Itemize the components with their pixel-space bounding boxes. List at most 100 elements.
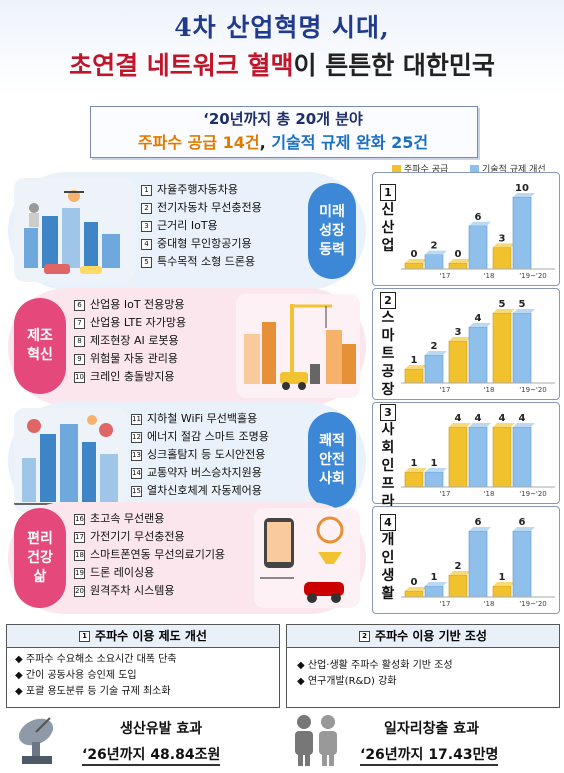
year-label: '19~'20: [519, 386, 547, 394]
supply-bar-top: [405, 259, 427, 263]
list-item: 10 크레인 충돌방지용: [74, 368, 186, 386]
supply-bar: [404, 590, 424, 598]
reg-bar-top: [425, 468, 447, 472]
panel-title-char: 사: [381, 422, 395, 438]
header-background: [0, 0, 564, 96]
supply-bar-top: [493, 309, 515, 313]
panel-title-char: 개: [381, 532, 395, 548]
policy-item: ◆ 주파수 수요해소 소요시간 대폭 단축: [15, 654, 177, 665]
row1-illustration: [14, 178, 134, 282]
item-text: 에너지 절감 스마트 조명용: [147, 430, 269, 443]
chart-svg-4: 0 1 '17 2 6 '18 1 6 '19~'20: [401, 517, 555, 608]
row3-list: 11 지하철 WiFi 무선백홀용 12 에너지 절감 스마트 조명용 13 싱크홀탐…: [131, 410, 269, 500]
item-text: 가전기기 무선충전용: [90, 530, 185, 543]
item-number: 14: [131, 467, 142, 479]
item-number: 20: [74, 585, 85, 597]
item-number: 17: [74, 531, 85, 543]
summary-box: [90, 106, 478, 158]
item-number: 15: [131, 485, 142, 497]
panel-title-char: 스: [381, 310, 395, 326]
item-number: 5: [141, 256, 152, 268]
year-label: '17: [440, 490, 451, 498]
item-text: 자율주행자동차용: [157, 183, 238, 196]
year-label: '18: [484, 386, 495, 394]
list-item: 1 자율주행자동차용: [141, 181, 262, 199]
panel-number: 1: [380, 184, 396, 201]
supply-bar: [492, 312, 512, 384]
panel-title-char: 트: [381, 346, 395, 362]
supply-bar-top: [449, 259, 471, 263]
chart-svg-2: 1 2 '17 3 4 '18 5 5 '19~'20: [401, 299, 555, 394]
supply-bar: [448, 262, 468, 270]
policy-box-2-header: 2 주파수 이용 기반 조성: [287, 625, 559, 648]
people-icon: [288, 712, 344, 768]
item-text: 원격주차 시스템용: [90, 584, 175, 597]
panel-title-char: 산: [381, 220, 395, 236]
item-number: 3: [141, 220, 152, 232]
job-effect-value: ‘26년까지 17.43만명: [360, 744, 499, 766]
policy-box-1-list: ◆ 주파수 수요해소 소요시간 대폭 단축 ◆ 간이 공동사용 승인제 도입 ◆…: [7, 648, 279, 704]
legend-reg-swatch: [470, 165, 479, 174]
item-text: 제조현장 AI 로봇용: [90, 334, 179, 347]
item-text: 특수목적 소형 드론용: [157, 255, 256, 268]
reg-value-label: 5: [519, 299, 526, 310]
row1-category-line: 성장: [319, 222, 345, 239]
item-text: 스마트폰연동 무선의료기기용: [90, 548, 226, 561]
year-label: '17: [440, 272, 451, 280]
reg-value-label: 6: [475, 212, 482, 223]
production-effect-value: ‘26년까지 48.84조원: [82, 744, 221, 766]
item-number: 2: [141, 202, 152, 214]
year-label: '19~'20: [519, 490, 547, 498]
year-label: '19~'20: [519, 600, 547, 608]
supply-value-label: 2: [455, 561, 462, 572]
supply-bar-top: [449, 571, 471, 575]
reg-bar-top: [513, 193, 535, 197]
policy-number: 1: [79, 631, 91, 642]
reg-bar-top: [425, 351, 447, 355]
supply-bar: [448, 574, 468, 598]
list-item: 11 지하철 WiFi 무선백홀용: [131, 410, 269, 428]
list-item: 15 열차신호체계 자동제어용: [131, 482, 269, 500]
chart-panel-2-title: 2 스 마 트 공 장: [378, 291, 398, 399]
item-text: 드론 레이싱용: [90, 566, 155, 579]
reg-bar: [468, 530, 488, 598]
legend-reg: 기술적 규제 개선: [470, 162, 546, 175]
supply-value-label: 3: [499, 233, 506, 244]
subtitle-rest: 이 튼튼한 대한민국: [293, 51, 495, 80]
item-number: 13: [131, 449, 142, 461]
reg-bar-top: [513, 423, 535, 427]
reg-bar: [424, 254, 444, 270]
list-item: 18 스마트폰연동 무선의료기기용: [74, 546, 225, 564]
item-text: 산업용 LTE 자가망용: [90, 316, 187, 329]
item-number: 12: [131, 431, 142, 443]
supply-value-label: 1: [499, 572, 506, 583]
panel-title-char: 활: [381, 586, 395, 602]
row4-category-line: 편리: [27, 530, 53, 547]
row1-list: 1 자율주행자동차용 2 전기자동차 무선충전용 3 근거리 IoT용 4 중대형 무인…: [141, 181, 262, 271]
year-label: '17: [440, 600, 451, 608]
policy-box-2-list: ◆ 산업·생활 주파수 활성화 기반 조성 ◆ 연구개발(R&D) 강화: [287, 648, 559, 700]
chart-svg-3: 1 1 '17 4 4 '18 4 4 '19~'20: [401, 413, 555, 498]
policy-box-1-header: 1 주파수 이용 제도 개선: [7, 625, 279, 648]
reg-value-label: 10: [515, 183, 529, 194]
reg-value-label: 1: [431, 572, 438, 583]
reg-value-label: 2: [431, 341, 438, 352]
legend-supply-swatch: [392, 165, 401, 174]
supply-bar: [448, 426, 468, 488]
reg-bar-top: [425, 582, 447, 586]
policy-item-text: 간이 공동사용 승인제 도입: [25, 670, 137, 681]
supply-bar-top: [405, 365, 427, 369]
reg-bar-top: [469, 323, 491, 327]
supply-value-label: 0: [411, 577, 418, 588]
list-item: 20 원격주차 시스템용: [74, 582, 225, 600]
item-text: 싱크홀탐지 등 도시안전용: [147, 448, 266, 461]
legend-reg-label: 기술적 규제 개선: [482, 165, 546, 175]
list-item: 3 근거리 IoT용: [141, 217, 262, 235]
panel-title-char: 프: [381, 476, 395, 492]
panel-title-char: 회: [381, 440, 395, 456]
policy-item: ◆ 간이 공동사용 승인제 도입: [15, 670, 137, 681]
row1-category-line: 미래: [319, 203, 345, 220]
summary-line2: 주파수 공급 14건, 기술적 규제 완화 25건: [90, 129, 476, 153]
reg-value-label: 1: [431, 458, 438, 469]
item-text: 교통약자 버스승차지원용: [147, 466, 262, 479]
